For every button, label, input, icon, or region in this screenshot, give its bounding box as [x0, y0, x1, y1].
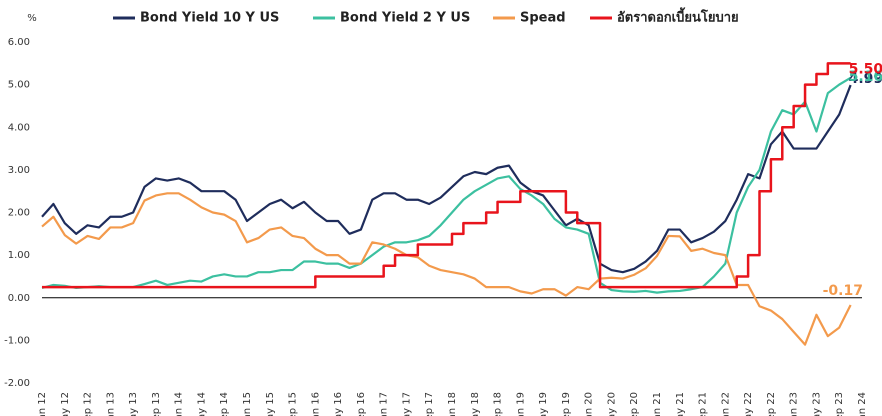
x-tick-label: Jan 21	[652, 392, 663, 416]
x-tick-label: May 15	[265, 392, 276, 416]
y-tick-label: 5.00	[8, 80, 30, 91]
x-tick-label: Jan 15	[242, 392, 253, 416]
x-tick-label: Sep 17	[424, 392, 435, 416]
series-line	[41, 84, 852, 274]
x-tick-label: Jan 17	[379, 392, 390, 416]
x-tick-label: Sep 14	[219, 392, 230, 416]
series-line	[41, 76, 852, 294]
x-tick-label: Jan 20	[584, 392, 595, 416]
x-tick-label: May 18	[470, 392, 481, 416]
legend-label: Bond Yield 10 Y US	[140, 11, 279, 26]
x-tick-label: Jan 24	[857, 392, 868, 416]
x-tick-label: May 21	[675, 392, 686, 416]
x-tick-label: Sep 19	[561, 392, 572, 416]
end-label: 5.16	[849, 69, 882, 85]
y-tick-label: 4.00	[8, 122, 30, 133]
x-tick-label: May 22	[743, 392, 754, 416]
x-tick-label: Sep 21	[698, 392, 709, 416]
y-tick-label: 0.00	[8, 293, 30, 304]
x-tick-label: Jan 13	[105, 392, 116, 416]
y-tick-label: 3.00	[8, 165, 30, 176]
y-tick-label: 1.00	[8, 250, 30, 261]
x-tick-label: Jan 12	[37, 392, 48, 416]
x-tick-label: Jan 18	[447, 392, 458, 416]
x-tick-label: Sep 23	[834, 392, 845, 416]
x-tick-label: Sep 15	[288, 392, 299, 416]
x-tick-label: Sep 20	[629, 392, 640, 416]
x-tick-label: May 23	[811, 392, 822, 416]
y-axis-label: %	[27, 13, 37, 24]
x-tick-label: Jan 23	[789, 392, 800, 416]
x-tick-label: Jan 19	[515, 392, 526, 416]
x-tick-label: May 19	[538, 392, 549, 416]
x-tick-label: Sep 13	[151, 392, 162, 416]
x-tick-label: May 13	[128, 392, 139, 416]
legend-label: อัตราดอกเบี้ยนโยบาย	[617, 7, 739, 26]
x-tick-label: May 16	[333, 392, 344, 416]
y-tick-label: 2.00	[8, 208, 30, 219]
x-tick-label: May 14	[196, 392, 207, 416]
y-tick-label: 6.00	[8, 37, 30, 48]
x-tick-label: Sep 22	[766, 392, 777, 416]
x-tick-label: Sep 18	[493, 392, 504, 416]
legend-label: Spead	[520, 11, 566, 26]
end-label: -0.17	[823, 283, 863, 299]
x-tick-label: Jan 14	[174, 392, 185, 416]
x-tick-label: May 12	[60, 392, 71, 416]
x-tick-label: Jan 16	[310, 392, 321, 416]
x-tick-label: May 20	[606, 392, 617, 416]
x-tick-label: Sep 12	[83, 392, 94, 416]
legend-label: Bond Yield 2 Y US	[340, 11, 470, 26]
y-tick-label: -2.00	[4, 378, 30, 389]
x-tick-label: Sep 16	[356, 392, 367, 416]
y-tick-label: -1.00	[4, 335, 30, 346]
series-line	[41, 192, 852, 346]
x-tick-label: May 17	[401, 392, 412, 416]
end-label: 4.99	[849, 71, 882, 87]
end-label: 5.50	[849, 61, 882, 77]
x-tick-label: Jan 22	[720, 392, 731, 416]
series-line	[42, 62, 851, 289]
